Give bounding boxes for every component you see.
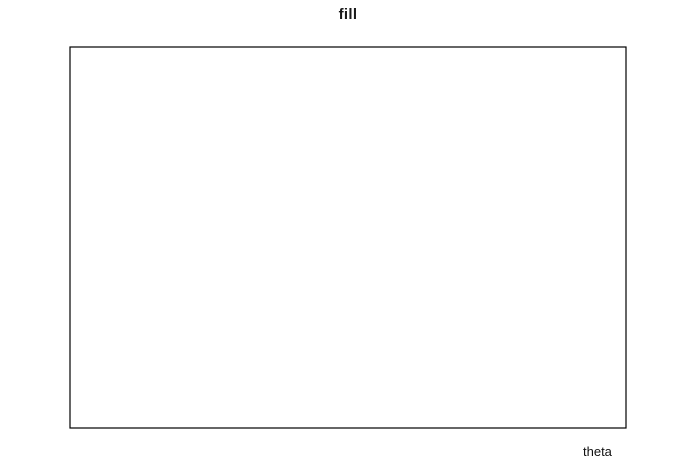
plot-frame — [69, 46, 627, 429]
chart-title: fill — [338, 6, 358, 23]
x-axis-title: theta — [583, 444, 612, 459]
